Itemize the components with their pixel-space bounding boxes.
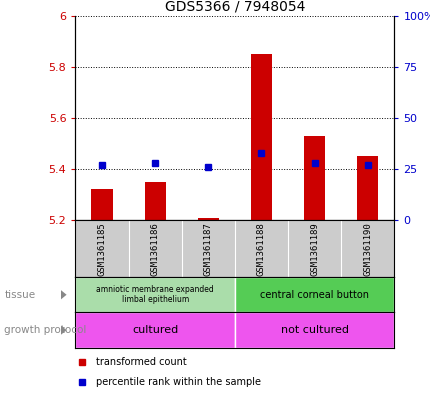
Text: GSM1361190: GSM1361190 — [362, 222, 372, 275]
Text: GSM1361186: GSM1361186 — [150, 222, 159, 275]
Text: GSM1361188: GSM1361188 — [256, 222, 265, 275]
Text: tissue: tissue — [4, 290, 35, 300]
Text: transformed count: transformed count — [96, 357, 187, 367]
Bar — [234, 277, 393, 312]
Bar — [75, 277, 234, 312]
Polygon shape — [61, 290, 66, 299]
Bar — [303, 136, 325, 220]
Bar — [197, 218, 218, 220]
Bar — [234, 312, 393, 348]
Bar — [91, 189, 112, 220]
Title: GDS5366 / 7948054: GDS5366 / 7948054 — [164, 0, 304, 13]
Text: central corneal button: central corneal button — [260, 290, 368, 300]
Text: GSM1361187: GSM1361187 — [203, 222, 212, 275]
Bar — [250, 54, 271, 220]
Text: GSM1361185: GSM1361185 — [97, 222, 106, 275]
Text: not cultured: not cultured — [280, 325, 348, 335]
Text: percentile rank within the sample: percentile rank within the sample — [96, 377, 261, 387]
Text: GSM1361189: GSM1361189 — [310, 222, 318, 275]
Text: amniotic membrane expanded
limbal epithelium: amniotic membrane expanded limbal epithe… — [96, 285, 214, 305]
Text: growth protocol: growth protocol — [4, 325, 86, 335]
Text: cultured: cultured — [132, 325, 178, 335]
Bar — [144, 182, 166, 220]
Bar — [75, 312, 234, 348]
Bar — [356, 156, 378, 220]
Polygon shape — [61, 325, 66, 335]
